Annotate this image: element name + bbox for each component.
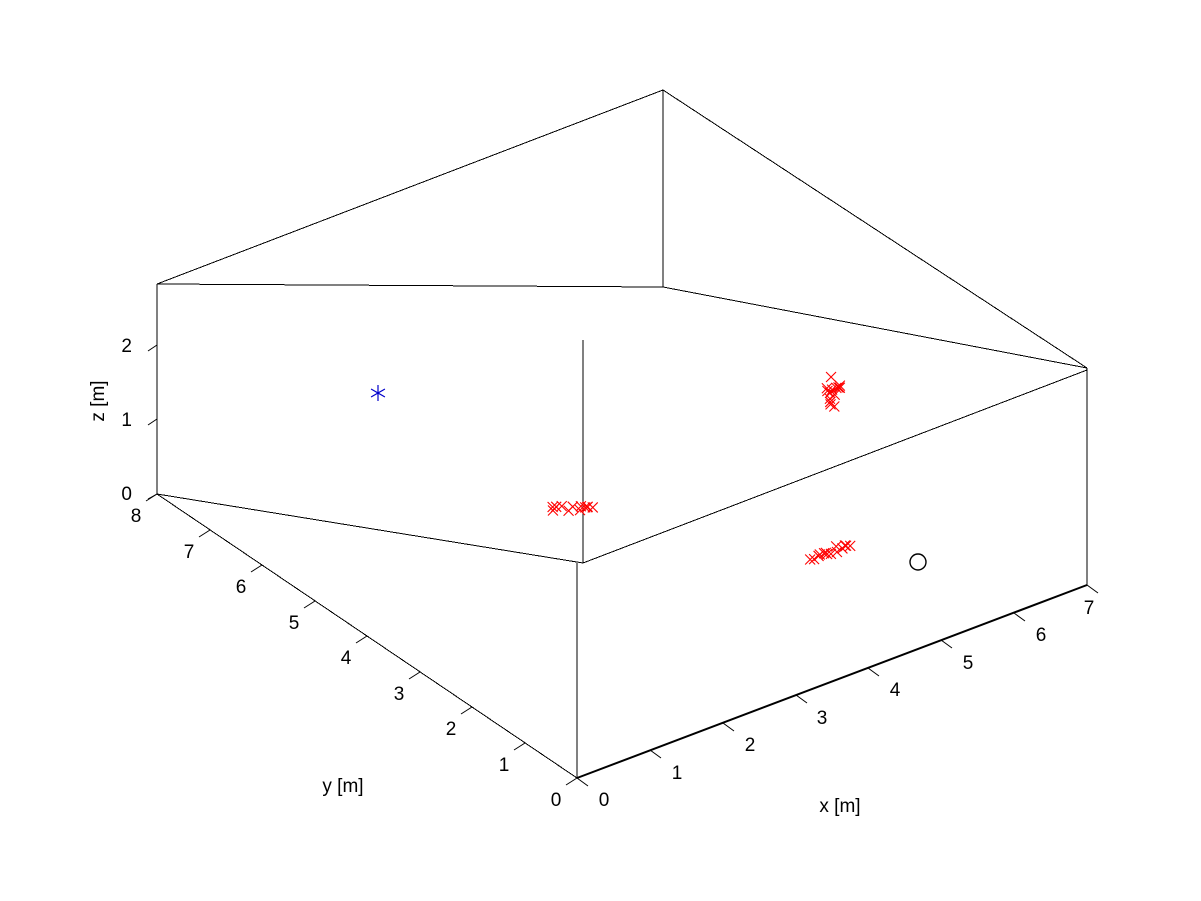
y-axis-ticks: 0 1 2 3 4 5 6 7 8 y [m] <box>131 493 578 811</box>
floor-edge-left-back <box>156 493 584 564</box>
y-ticklabel-0: 0 <box>551 790 562 811</box>
z-tick-2 <box>147 344 158 352</box>
mid-plane-edge-left <box>156 283 664 288</box>
x-ticklabel-4: 4 <box>890 680 901 701</box>
data-markers-layer <box>370 371 927 571</box>
x-tick-5 <box>940 639 953 649</box>
x-tick-2 <box>722 722 735 732</box>
red-marker-cluster-floor <box>804 540 856 565</box>
z-axis-ticks: 0 1 2 z [m] <box>88 336 158 505</box>
x-ticklabel-5: 5 <box>963 653 974 674</box>
x-tick-4 <box>867 667 880 677</box>
y-ticklabel-2: 2 <box>446 719 457 740</box>
mid-plane-edge-right <box>662 286 1088 369</box>
z-axis-label: z [m] <box>88 380 109 421</box>
black-circle-marker <box>909 553 927 571</box>
y-axis-label: y [m] <box>322 776 363 797</box>
top-edge-left <box>156 89 664 285</box>
x-ticklabel-0: 0 <box>599 790 610 811</box>
x-tick-6 <box>1013 612 1026 622</box>
x-ticklabel-1: 1 <box>672 763 683 784</box>
y-ticklabel-3: 3 <box>394 684 405 705</box>
y-tick-4 <box>355 635 368 644</box>
y-ticklabel-1: 1 <box>499 755 510 776</box>
x-ticklabel-2: 2 <box>745 735 756 756</box>
y-tick-6 <box>250 564 263 573</box>
y-tick-8 <box>145 493 158 502</box>
y-ticklabel-6: 6 <box>236 577 247 598</box>
x-tick-3 <box>795 694 808 704</box>
x-axis-label: x [m] <box>819 796 860 817</box>
x-tick-1 <box>649 749 662 759</box>
y-tick-7 <box>198 529 211 538</box>
y-ticklabel-7: 7 <box>184 542 195 563</box>
axes-box-wireframe <box>156 89 1088 779</box>
y-tick-1 <box>513 742 526 751</box>
y-tick-3 <box>408 671 421 680</box>
floor-edge-right-back <box>582 369 1088 564</box>
x-tick-0 <box>576 777 589 787</box>
x-ticklabel-7: 7 <box>1084 598 1095 619</box>
x-axis-line <box>576 584 1088 779</box>
z-ticklabel-1: 1 <box>121 410 132 431</box>
blue-asterisk-marker <box>370 385 386 401</box>
x-ticklabel-6: 6 <box>1036 625 1047 646</box>
y-tick-2 <box>460 706 473 715</box>
y-tick-0 <box>565 777 578 786</box>
red-marker-cluster-elevated <box>821 371 846 412</box>
y-ticklabel-8: 8 <box>131 506 142 527</box>
x-axis-ticks: 0 1 2 3 4 5 6 7 x [m] <box>576 584 1099 817</box>
top-edge-right <box>662 89 1088 369</box>
y-ticklabel-4: 4 <box>341 648 352 669</box>
x-ticklabel-3: 3 <box>817 708 828 729</box>
z-ticklabel-0: 0 <box>121 484 132 505</box>
y-ticklabel-5: 5 <box>289 613 300 634</box>
x-tick-7 <box>1086 584 1099 594</box>
red-marker-cluster-back-wall <box>547 500 599 517</box>
z-ticklabel-2: 2 <box>121 336 132 357</box>
z-tick-1 <box>147 418 158 426</box>
y-tick-5 <box>303 600 316 609</box>
